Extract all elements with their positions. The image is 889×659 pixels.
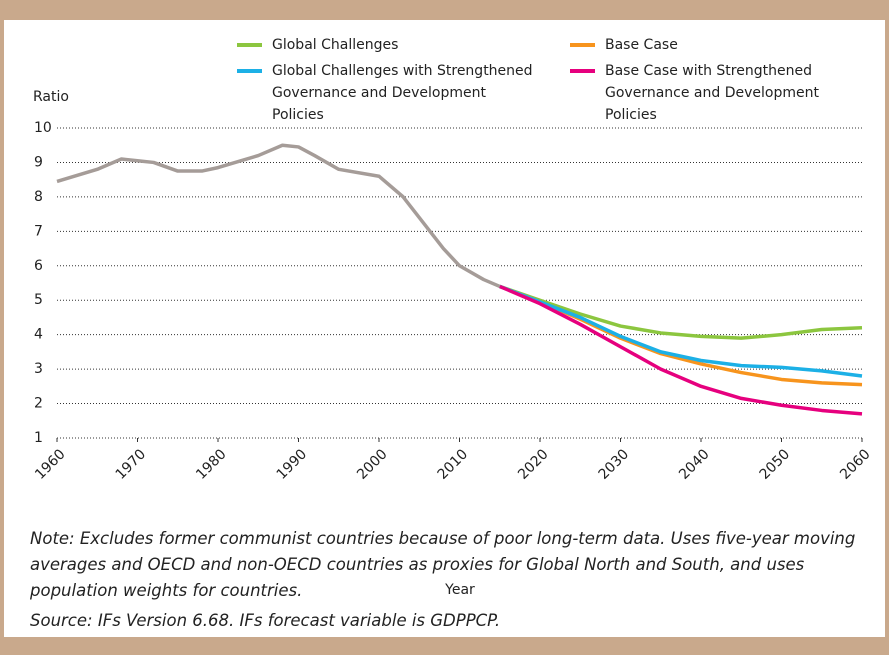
series-line [499, 284, 863, 416]
x-tick-label: 1980 [193, 446, 230, 483]
y-tick-label: 3 [34, 361, 43, 377]
x-tick-label: 2020 [515, 446, 552, 483]
legend-label: Global Challenges [272, 37, 399, 53]
note: Note: Excludes former communist countrie… [30, 529, 856, 600]
y-tick-label: 10 [34, 120, 52, 136]
series-line [499, 284, 863, 340]
x-tick-label: 1970 [113, 446, 150, 483]
y-tick-label: 5 [34, 292, 43, 308]
x-tick-label: 1990 [274, 446, 311, 483]
x-tick-label: 2050 [757, 446, 794, 483]
y-tick-label: 8 [34, 189, 43, 205]
x-tick-label: 2060 [837, 446, 874, 483]
legend-label: Base Case [605, 37, 678, 53]
legend-swatch [570, 69, 595, 73]
x-tick-label: 1960 [32, 446, 69, 483]
y-tick-label: 1 [34, 430, 43, 446]
x-tick-label: 2010 [435, 446, 472, 483]
chart: Ratio Year 1 2 3 4 5 6 7 8 9 10 1960 1970 1980 1990 20… [32, 89, 874, 598]
y-tick-label: 6 [34, 258, 43, 274]
y-tick-label: 2 [34, 396, 43, 412]
legend-swatch [570, 43, 595, 47]
legend-swatch [237, 69, 262, 73]
history-line [56, 143, 501, 289]
x-tick-label: 2040 [676, 446, 713, 483]
legend-label: Global Challenges with Strengthened Gove… [272, 63, 533, 123]
y-tick-label: 4 [34, 327, 43, 343]
x-axis-label: Year [444, 582, 475, 598]
y-tick-label: 9 [34, 154, 43, 170]
legend-swatch [237, 43, 262, 47]
x-tick-label: 2000 [354, 446, 391, 483]
y-axis-label: Ratio [33, 89, 69, 105]
series-line [499, 284, 863, 378]
source: Source: IFs Version 6.68. IFs forecast v… [30, 611, 501, 630]
legend-label: Base Case with Strengthened Governance a… [605, 63, 819, 123]
x-tick-label: 2030 [596, 446, 633, 483]
y-tick-label: 7 [34, 223, 43, 239]
